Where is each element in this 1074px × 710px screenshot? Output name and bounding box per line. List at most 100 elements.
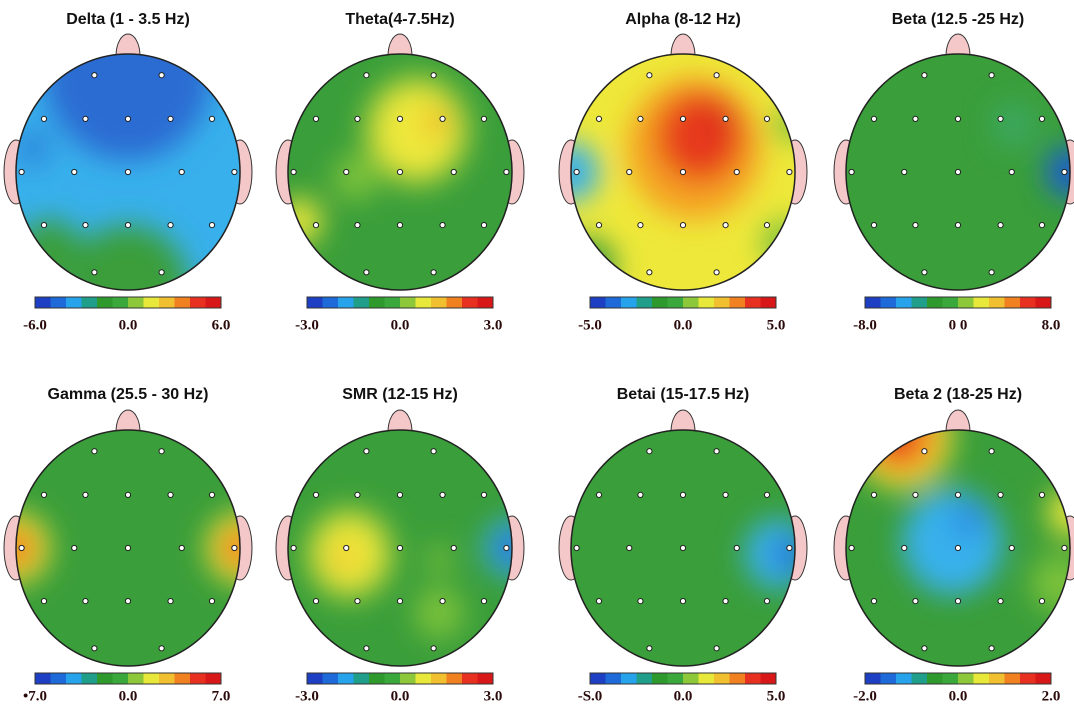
colorbar-segment <box>159 673 175 684</box>
colorbar-segment <box>652 297 668 308</box>
electrode <box>723 492 728 497</box>
colorbar-segment <box>369 297 385 308</box>
electrode <box>1009 169 1014 174</box>
electrode <box>596 492 601 497</box>
electrode <box>313 599 318 604</box>
electrode <box>714 646 719 651</box>
colorbar-segment <box>478 297 494 308</box>
colorbar-segment <box>66 673 82 684</box>
colorbar-segment <box>621 673 637 684</box>
electrode <box>871 116 876 121</box>
colorbar-label: 0 0 <box>949 317 968 333</box>
electrode <box>159 449 164 454</box>
electrode <box>998 492 1003 497</box>
map-region <box>657 92 742 182</box>
electrode <box>92 646 97 651</box>
electrode <box>397 492 402 497</box>
electrode <box>209 492 214 497</box>
electrode <box>955 169 960 174</box>
colorbar-segment <box>590 297 606 308</box>
colorbar-segment <box>206 297 222 308</box>
colorbar-segment <box>896 673 912 684</box>
electrode <box>922 270 927 275</box>
electrode <box>596 223 601 228</box>
electrode <box>723 116 728 121</box>
colorbar-segment <box>323 297 339 308</box>
colorbar-segment <box>974 297 990 308</box>
colorbar-segment <box>431 297 447 308</box>
colorbar-segment <box>652 673 668 684</box>
electrode <box>1062 545 1067 550</box>
electrode <box>159 270 164 275</box>
colorbar-label: 3.0 <box>484 317 503 333</box>
colorbar-segment <box>637 297 653 308</box>
colorbar-segment <box>683 297 699 308</box>
electrode <box>871 599 876 604</box>
electrode <box>313 492 318 497</box>
electrode <box>647 646 652 651</box>
colorbar-label: 0.0 <box>674 688 693 704</box>
electrode <box>913 223 918 228</box>
electrode <box>364 270 369 275</box>
electrode <box>344 169 349 174</box>
electrode <box>989 449 994 454</box>
electrode <box>431 270 436 275</box>
colorbar-segment <box>354 673 370 684</box>
panel-title: Beta 2 (18-25 Hz) <box>894 386 1022 403</box>
colorbar-label: 3.0 <box>484 688 503 704</box>
colorbar-segment <box>175 297 191 308</box>
colorbar-segment <box>1020 673 1036 684</box>
electrode <box>72 545 77 550</box>
colorbar-segment <box>668 673 684 684</box>
electrode <box>574 545 579 550</box>
electrode <box>179 545 184 550</box>
electrode <box>440 599 445 604</box>
colorbar-segment <box>714 673 730 684</box>
colorbar-label: 0.0 <box>391 688 410 704</box>
map-region <box>333 154 378 201</box>
electrode <box>902 545 907 550</box>
colorbar-segment <box>462 297 478 308</box>
electrode <box>19 545 24 550</box>
colorbar-segment <box>190 673 206 684</box>
electrode <box>723 223 728 228</box>
panel-title: Beta (12.5 -25 Hz) <box>892 11 1025 28</box>
colorbar-segment <box>462 673 478 684</box>
panel-title: Gamma (25.5 - 30 Hz) <box>48 386 209 403</box>
colorbar-segment <box>175 673 191 684</box>
colorbar-segment <box>606 673 622 684</box>
electrode <box>125 492 130 497</box>
colorbar-label: 5.0 <box>767 317 786 333</box>
colorbar-segment <box>307 673 323 684</box>
colorbar-label: 0.0 <box>949 688 968 704</box>
electrode <box>232 545 237 550</box>
map-region <box>560 237 616 296</box>
electrode <box>125 116 130 121</box>
electrode <box>41 599 46 604</box>
electrode <box>734 545 739 550</box>
electrode <box>481 599 486 604</box>
electrode <box>159 646 164 651</box>
electrode <box>83 223 88 228</box>
electrode <box>849 169 854 174</box>
electrode <box>647 270 652 275</box>
electrode <box>680 169 685 174</box>
colorbar-segment <box>989 297 1005 308</box>
map-region <box>16 219 83 290</box>
electrode <box>41 116 46 121</box>
colorbar-segment <box>97 297 113 308</box>
colorbar-segment <box>943 673 959 684</box>
electrode <box>209 599 214 604</box>
electrode <box>989 73 994 78</box>
electrode <box>72 169 77 174</box>
topo-map <box>288 430 540 666</box>
colorbar-segment <box>1020 297 1036 308</box>
electrode <box>998 223 1003 228</box>
electrode <box>451 169 456 174</box>
colorbar-segment <box>730 297 746 308</box>
electrode <box>504 169 509 174</box>
map-region <box>863 395 941 478</box>
colorbar-segment <box>82 297 98 308</box>
colorbar-segment <box>1005 297 1021 308</box>
colorbar-segment <box>82 673 98 684</box>
